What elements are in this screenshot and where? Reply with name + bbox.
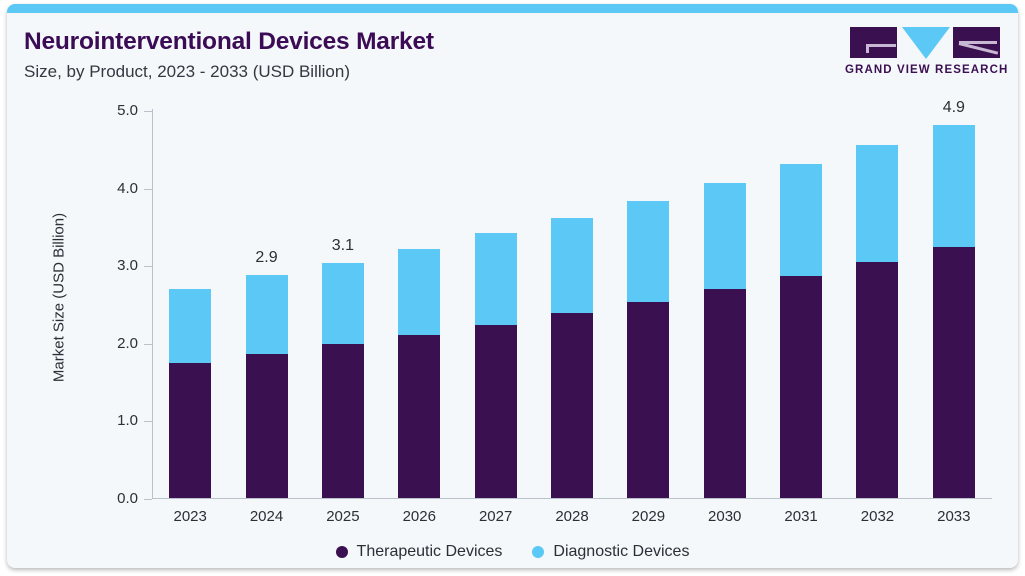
y-axis-title: Market Size (USD Billion) bbox=[50, 212, 68, 383]
x-axis-tick-label: 2025 bbox=[326, 508, 360, 525]
x-axis-tick-label: 2031 bbox=[784, 508, 818, 525]
x-axis-tick-label: 2030 bbox=[708, 508, 742, 525]
bar-value-label: 3.1 bbox=[331, 236, 355, 254]
grand-view-research-logo: GRAND VIEW RESEARCH bbox=[845, 27, 1009, 87]
bar-segment-therapeutic[interactable] bbox=[856, 262, 899, 498]
chart-header: Neurointerventional Devices Market Size,… bbox=[7, 13, 1018, 91]
bar-segment-diagnostic[interactable] bbox=[245, 275, 288, 354]
bar-segment-diagnostic[interactable] bbox=[398, 248, 441, 336]
plot-area: Market Size (USD Billion) 0.0 1.0 2.0 3.0 4.… bbox=[7, 91, 1018, 568]
page-subtitle: Size, by Product, 2023 - 2033 (USD Billi… bbox=[24, 62, 350, 81]
y-axis-tick-label: 3.0 bbox=[117, 257, 138, 275]
bar-group[interactable] bbox=[474, 233, 517, 498]
chart-card: Neurointerventional Devices Market Size,… bbox=[7, 4, 1018, 568]
logo-marks bbox=[845, 27, 1005, 60]
bar-value-label: 4.9 bbox=[942, 98, 965, 116]
bar-segment-diagnostic[interactable] bbox=[169, 289, 212, 363]
x-axis-tick-label: 2026 bbox=[402, 508, 436, 525]
y-axis-tick-label: 5.0 bbox=[117, 102, 138, 119]
bar-segment-diagnostic[interactable] bbox=[932, 124, 975, 248]
y-axis-tick bbox=[144, 343, 152, 345]
bar-segment-therapeutic[interactable] bbox=[474, 324, 517, 498]
bar-group[interactable] bbox=[932, 124, 975, 498]
bar-segment-diagnostic[interactable] bbox=[856, 144, 899, 263]
x-axis-tick-label: 2023 bbox=[173, 508, 207, 525]
x-axis-tick-label: 2027 bbox=[478, 508, 513, 525]
y-axis-tick bbox=[144, 188, 152, 190]
bar-segment-therapeutic[interactable] bbox=[780, 276, 823, 498]
bar-segment-diagnostic[interactable] bbox=[780, 164, 823, 277]
bar-segment-diagnostic[interactable] bbox=[474, 233, 517, 325]
bar-segment-therapeutic[interactable] bbox=[245, 353, 288, 498]
legend-item[interactable]: Diagnostic Devices bbox=[532, 543, 689, 561]
page-title: Neurointerventional Devices Market bbox=[24, 28, 434, 55]
x-axis-tick-label: 2033 bbox=[937, 508, 971, 525]
legend-label: Diagnostic Devices bbox=[553, 543, 690, 560]
bar-group[interactable] bbox=[398, 248, 441, 498]
bar-segment-therapeutic[interactable] bbox=[627, 301, 670, 498]
bar-group[interactable] bbox=[551, 217, 593, 498]
bar-segment-therapeutic[interactable] bbox=[703, 289, 746, 498]
bar-group[interactable] bbox=[169, 289, 212, 498]
bar-series-container: 2.9 3.1 4.9 bbox=[152, 91, 992, 499]
bar-segment-diagnostic[interactable] bbox=[551, 217, 593, 314]
x-axis-tick-label: 2028 bbox=[555, 508, 589, 525]
legend-swatch-icon bbox=[532, 546, 545, 558]
bar-group[interactable] bbox=[321, 262, 364, 498]
x-axis-tick-label: 2032 bbox=[860, 508, 895, 525]
y-axis-tick-label: 4.0 bbox=[117, 179, 138, 197]
y-axis-tick bbox=[144, 111, 152, 112]
logo-triangle-icon bbox=[902, 27, 950, 59]
bar-segment-diagnostic[interactable] bbox=[703, 182, 746, 290]
y-axis-tick bbox=[144, 499, 152, 500]
x-axis-tick-label: 2024 bbox=[249, 508, 284, 525]
accent-bar bbox=[7, 4, 1018, 13]
legend-item[interactable]: Therapeutic Devices bbox=[335, 543, 503, 561]
legend-swatch-icon bbox=[335, 546, 348, 558]
logo-r-block-icon bbox=[953, 27, 1000, 58]
x-axis-line bbox=[152, 498, 992, 499]
bar-segment-therapeutic[interactable] bbox=[932, 247, 975, 498]
chart-legend: Therapeutic Devices Diagnostic Devices bbox=[7, 543, 1018, 561]
y-axis-tick bbox=[144, 266, 152, 268]
logo-g-block-icon bbox=[850, 27, 897, 58]
bar-value-label: 2.9 bbox=[255, 249, 278, 267]
y-axis-line bbox=[152, 109, 153, 499]
y-axis-tick-label: 1.0 bbox=[117, 412, 138, 430]
bar-segment-diagnostic[interactable] bbox=[321, 262, 364, 345]
y-axis-tick-label: 0.0 bbox=[117, 490, 138, 507]
logo-wordmark: GRAND VIEW RESEARCH bbox=[845, 64, 1009, 76]
legend-label: Therapeutic Devices bbox=[356, 543, 503, 560]
bar-segment-diagnostic[interactable] bbox=[627, 200, 670, 302]
x-axis-tick-label: 2029 bbox=[631, 508, 666, 525]
y-axis-tick-label: 2.0 bbox=[117, 334, 138, 352]
bar-segment-therapeutic[interactable] bbox=[321, 344, 364, 498]
bar-segment-therapeutic[interactable] bbox=[398, 335, 441, 498]
bar-group[interactable] bbox=[245, 275, 288, 498]
bar-group[interactable] bbox=[856, 144, 899, 498]
y-axis-tick bbox=[144, 421, 152, 423]
bar-group[interactable] bbox=[627, 200, 670, 498]
bar-segment-therapeutic[interactable] bbox=[551, 313, 593, 498]
bar-group[interactable] bbox=[703, 182, 746, 498]
bar-group[interactable] bbox=[780, 164, 823, 498]
bar-segment-therapeutic[interactable] bbox=[169, 362, 212, 498]
